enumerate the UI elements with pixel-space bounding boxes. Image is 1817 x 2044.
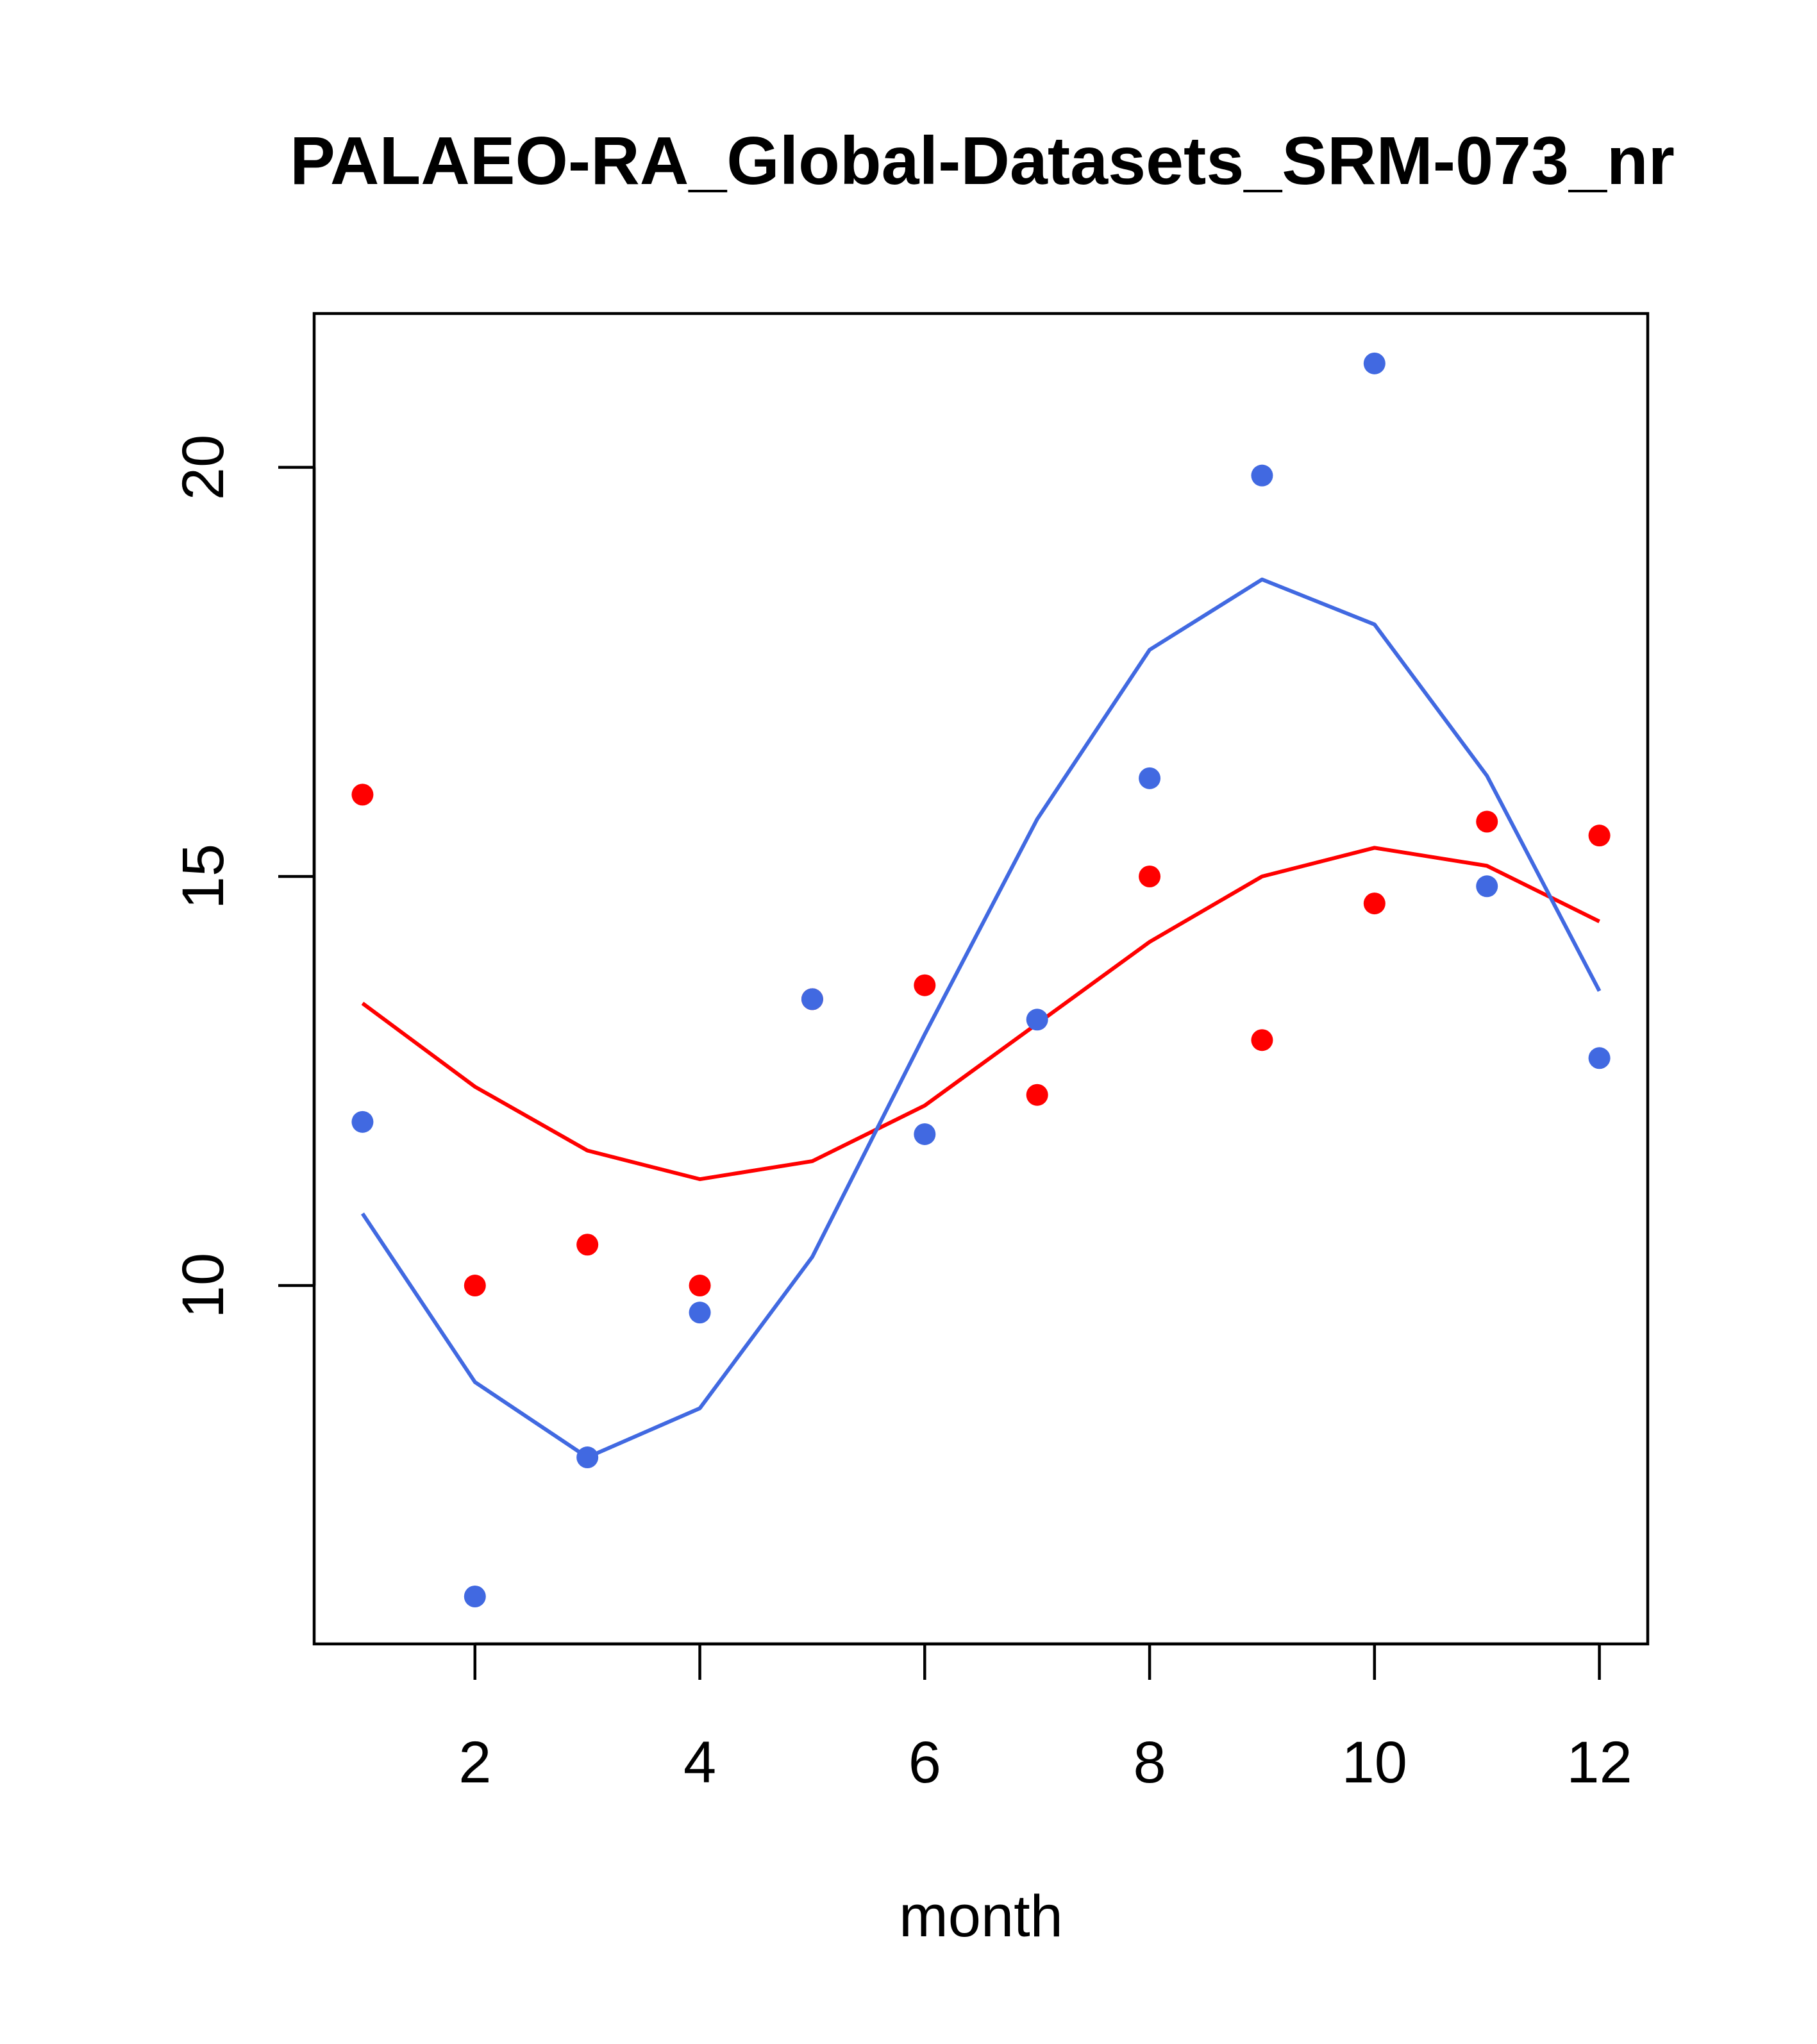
- points-blue-point: [1476, 875, 1498, 898]
- points-blue-point: [689, 1302, 711, 1324]
- points-red-point: [1026, 1084, 1048, 1106]
- y-tick-label: 15: [171, 844, 236, 909]
- x-tick-label: 8: [1133, 1730, 1166, 1795]
- points-red-point: [689, 1275, 711, 1297]
- x-tick-label: 4: [683, 1730, 716, 1795]
- x-tick-label: 12: [1566, 1730, 1632, 1795]
- points-blue-point: [1139, 767, 1161, 789]
- points-red-point: [914, 974, 936, 996]
- fit-blue-line: [360, 577, 1602, 1460]
- points-blue-point: [464, 1585, 486, 1607]
- points-red-point: [351, 783, 374, 806]
- chart-title: PALAEO-RA_Global-Datasets_SRM-073_nr: [290, 123, 1675, 199]
- y-tick-label: 10: [171, 1253, 236, 1318]
- points-blue-point: [1026, 1009, 1048, 1031]
- y-axis: 10 15 20: [171, 435, 316, 1318]
- points-red-point: [576, 1234, 599, 1256]
- points-red-point: [1476, 810, 1498, 833]
- points-blue-point: [914, 1123, 936, 1145]
- points-red-point: [1139, 865, 1161, 887]
- points-red-point: [1363, 892, 1386, 915]
- x-tick-label: 10: [1342, 1730, 1407, 1795]
- y-tick-label: 20: [171, 435, 236, 500]
- points-blue-point: [351, 1110, 374, 1133]
- points-red-point: [1251, 1029, 1273, 1051]
- points-blue-point: [1251, 464, 1273, 487]
- x-axis: 2 4 6 8 10 12: [458, 1642, 1632, 1795]
- points-blue-point: [1363, 352, 1386, 374]
- points-blue-point: [576, 1446, 599, 1469]
- points-blue-point: [801, 988, 823, 1010]
- x-axis-label: month: [899, 1884, 1063, 1949]
- series-layer: [351, 352, 1611, 1607]
- points-blue-point: [1588, 1047, 1611, 1069]
- x-tick-label: 6: [908, 1730, 941, 1795]
- fit-red-line: [361, 846, 1600, 1182]
- points-red-point: [464, 1275, 486, 1297]
- points-red-point: [1588, 825, 1611, 847]
- x-tick-label: 2: [458, 1730, 491, 1795]
